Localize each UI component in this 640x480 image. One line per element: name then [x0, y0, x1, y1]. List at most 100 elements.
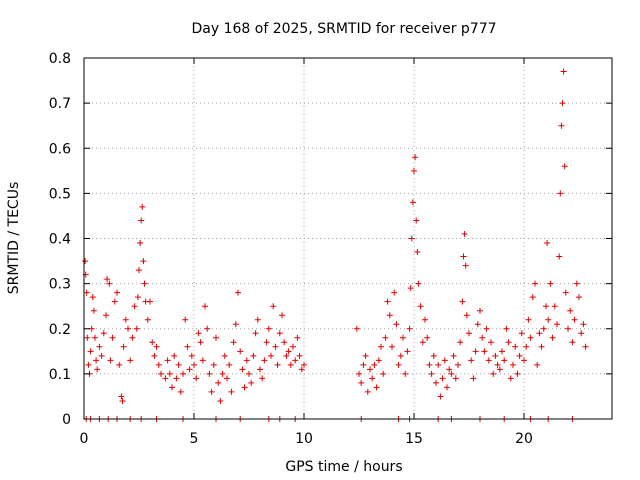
x-tick-label: 10	[295, 431, 313, 447]
data-point	[191, 361, 197, 368]
data-point	[83, 289, 90, 296]
data-point	[131, 303, 138, 310]
y-tick-label: 0	[62, 412, 71, 428]
data-point	[494, 361, 501, 368]
x-tick-label: 5	[190, 431, 199, 447]
data-point	[549, 334, 556, 341]
data-point	[237, 348, 244, 355]
data-point	[409, 199, 416, 206]
data-point	[92, 334, 98, 341]
data-point	[292, 357, 299, 364]
data-point	[378, 343, 384, 350]
data-point	[547, 280, 554, 287]
data-point	[270, 303, 277, 310]
data-point	[246, 370, 252, 377]
data-point	[397, 352, 404, 359]
data-point	[529, 294, 536, 301]
data-point	[400, 334, 406, 341]
data-point	[485, 357, 492, 364]
data-point	[139, 203, 146, 210]
data-point	[362, 352, 369, 359]
data-point	[408, 235, 415, 242]
data-point	[545, 316, 552, 323]
data-point	[499, 348, 505, 355]
data-point	[100, 330, 107, 337]
data-point	[118, 393, 125, 400]
data-point	[147, 298, 153, 305]
data-point	[254, 316, 261, 323]
data-point	[114, 289, 120, 296]
data-point	[474, 321, 481, 328]
data-point	[501, 357, 508, 364]
data-point	[367, 366, 373, 373]
data-point	[472, 348, 479, 355]
data-point	[356, 370, 362, 377]
data-point	[263, 339, 270, 346]
data-point	[127, 357, 134, 364]
data-point	[525, 316, 532, 323]
data-point	[463, 312, 470, 319]
data-point	[193, 375, 200, 382]
y-tick-label: 0.6	[49, 141, 71, 157]
data-point	[414, 249, 421, 256]
data-point	[107, 357, 114, 364]
data-point	[561, 163, 568, 170]
data-point	[406, 325, 413, 332]
data-point	[93, 357, 100, 364]
x-axis-label: GPS time / hours	[285, 459, 402, 475]
x-tick-label: 0	[80, 431, 89, 447]
data-point	[437, 393, 444, 400]
data-point	[516, 352, 523, 359]
data-point	[536, 330, 543, 337]
axis-ticks: 0 0.1 0.2 0.3 0.4 0.5 0.6 0.7 0.8 0 5 10 15 20	[49, 51, 612, 447]
data-point	[82, 258, 89, 265]
y-tick-label: 0.8	[49, 51, 71, 67]
data-point	[404, 348, 411, 355]
data-point	[468, 357, 475, 364]
data-point	[496, 366, 503, 373]
y-axis-label: SRMTID / TECUs	[6, 182, 22, 295]
data-point	[125, 325, 131, 332]
data-point	[230, 339, 237, 346]
data-point	[455, 361, 461, 368]
data-point	[407, 285, 414, 292]
data-point	[460, 253, 467, 260]
data-point	[208, 388, 215, 395]
data-point	[450, 352, 457, 359]
data-point	[527, 334, 534, 341]
data-point	[239, 366, 246, 373]
data-point	[369, 375, 376, 382]
data-point	[384, 298, 391, 305]
data-point	[272, 343, 279, 350]
y-tick-label: 0.3	[49, 277, 71, 293]
data-point	[235, 289, 241, 296]
data-point	[287, 361, 294, 368]
data-point	[224, 375, 230, 382]
data-point	[382, 334, 389, 341]
data-point	[386, 312, 393, 319]
data-point	[137, 240, 144, 247]
x-tick-label: 15	[405, 431, 423, 447]
data-point	[424, 334, 431, 341]
data-point	[129, 334, 136, 341]
data-point	[261, 357, 268, 364]
data-point	[556, 253, 563, 260]
data-point	[199, 357, 206, 364]
data-point	[415, 280, 422, 287]
data-point	[380, 370, 387, 377]
data-point	[119, 397, 126, 404]
data-point	[120, 343, 127, 350]
data-point	[144, 316, 151, 323]
data-point	[213, 334, 219, 341]
y-tick-label: 0.4	[49, 232, 71, 248]
data-point	[155, 361, 162, 368]
data-point	[360, 361, 367, 368]
data-point	[426, 361, 433, 368]
data-point	[268, 352, 274, 359]
data-point	[197, 339, 204, 346]
data-point	[298, 366, 305, 373]
data-point	[538, 343, 545, 350]
data-point	[523, 343, 530, 350]
